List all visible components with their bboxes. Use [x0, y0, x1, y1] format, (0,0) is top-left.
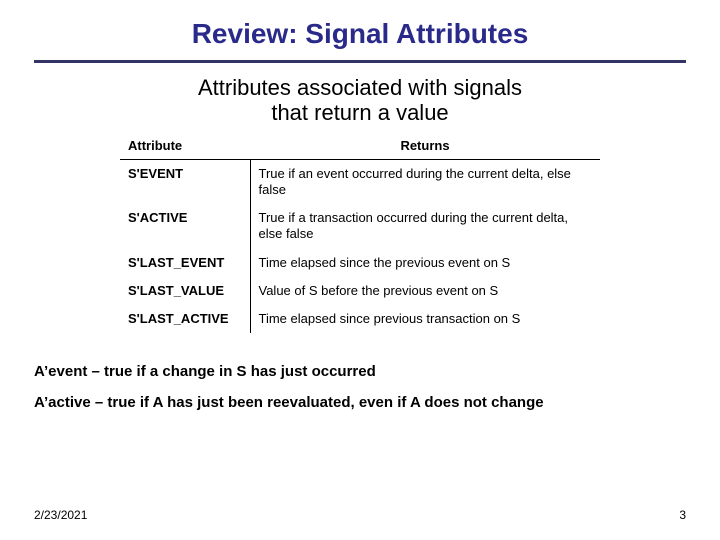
table-header-row: Attribute Returns [120, 134, 600, 160]
ret-cell: True if a transaction occurred during th… [250, 204, 600, 249]
attr-cell: S'LAST_VALUE [120, 277, 250, 305]
table-row: S'LAST_EVENT Time elapsed since the prev… [120, 249, 600, 277]
attribute-table-wrap: Attribute Returns S'EVENT True if an eve… [120, 134, 600, 334]
slide: Review: Signal Attributes Attributes ass… [0, 0, 720, 540]
attribute-table: Attribute Returns S'EVENT True if an eve… [120, 134, 600, 334]
ret-cell: Time elapsed since the previous event on… [250, 249, 600, 277]
attr-cell: S'LAST_ACTIVE [120, 305, 250, 333]
table-row: S'LAST_ACTIVE Time elapsed since previou… [120, 305, 600, 333]
ret-cell: Value of S before the previous event on … [250, 277, 600, 305]
slide-title: Review: Signal Attributes [0, 0, 720, 60]
attr-cell: S'EVENT [120, 159, 250, 204]
note-line: A’active – true if A has just been reeva… [34, 394, 686, 411]
table-row: S'ACTIVE True if a transaction occurred … [120, 204, 600, 249]
footer-date: 2/23/2021 [34, 508, 87, 522]
slide-subtitle: Attributes associated with signals that … [0, 75, 720, 126]
attr-cell: S'ACTIVE [120, 204, 250, 249]
ret-cell: Time elapsed since previous transaction … [250, 305, 600, 333]
col-header-attribute: Attribute [120, 134, 250, 160]
ret-cell: True if an event occurred during the cur… [250, 159, 600, 204]
table-row: S'EVENT True if an event occurred during… [120, 159, 600, 204]
col-header-returns: Returns [250, 134, 600, 160]
attr-cell: S'LAST_EVENT [120, 249, 250, 277]
subtitle-line2: that return a value [271, 100, 448, 125]
notes-block: A’event – true if a change in S has just… [34, 363, 686, 411]
footer-page-number: 3 [679, 508, 686, 522]
table-row: S'LAST_VALUE Value of S before the previ… [120, 277, 600, 305]
note-line: A’event – true if a change in S has just… [34, 363, 686, 380]
subtitle-line1: Attributes associated with signals [198, 75, 522, 100]
title-underline [34, 60, 686, 63]
